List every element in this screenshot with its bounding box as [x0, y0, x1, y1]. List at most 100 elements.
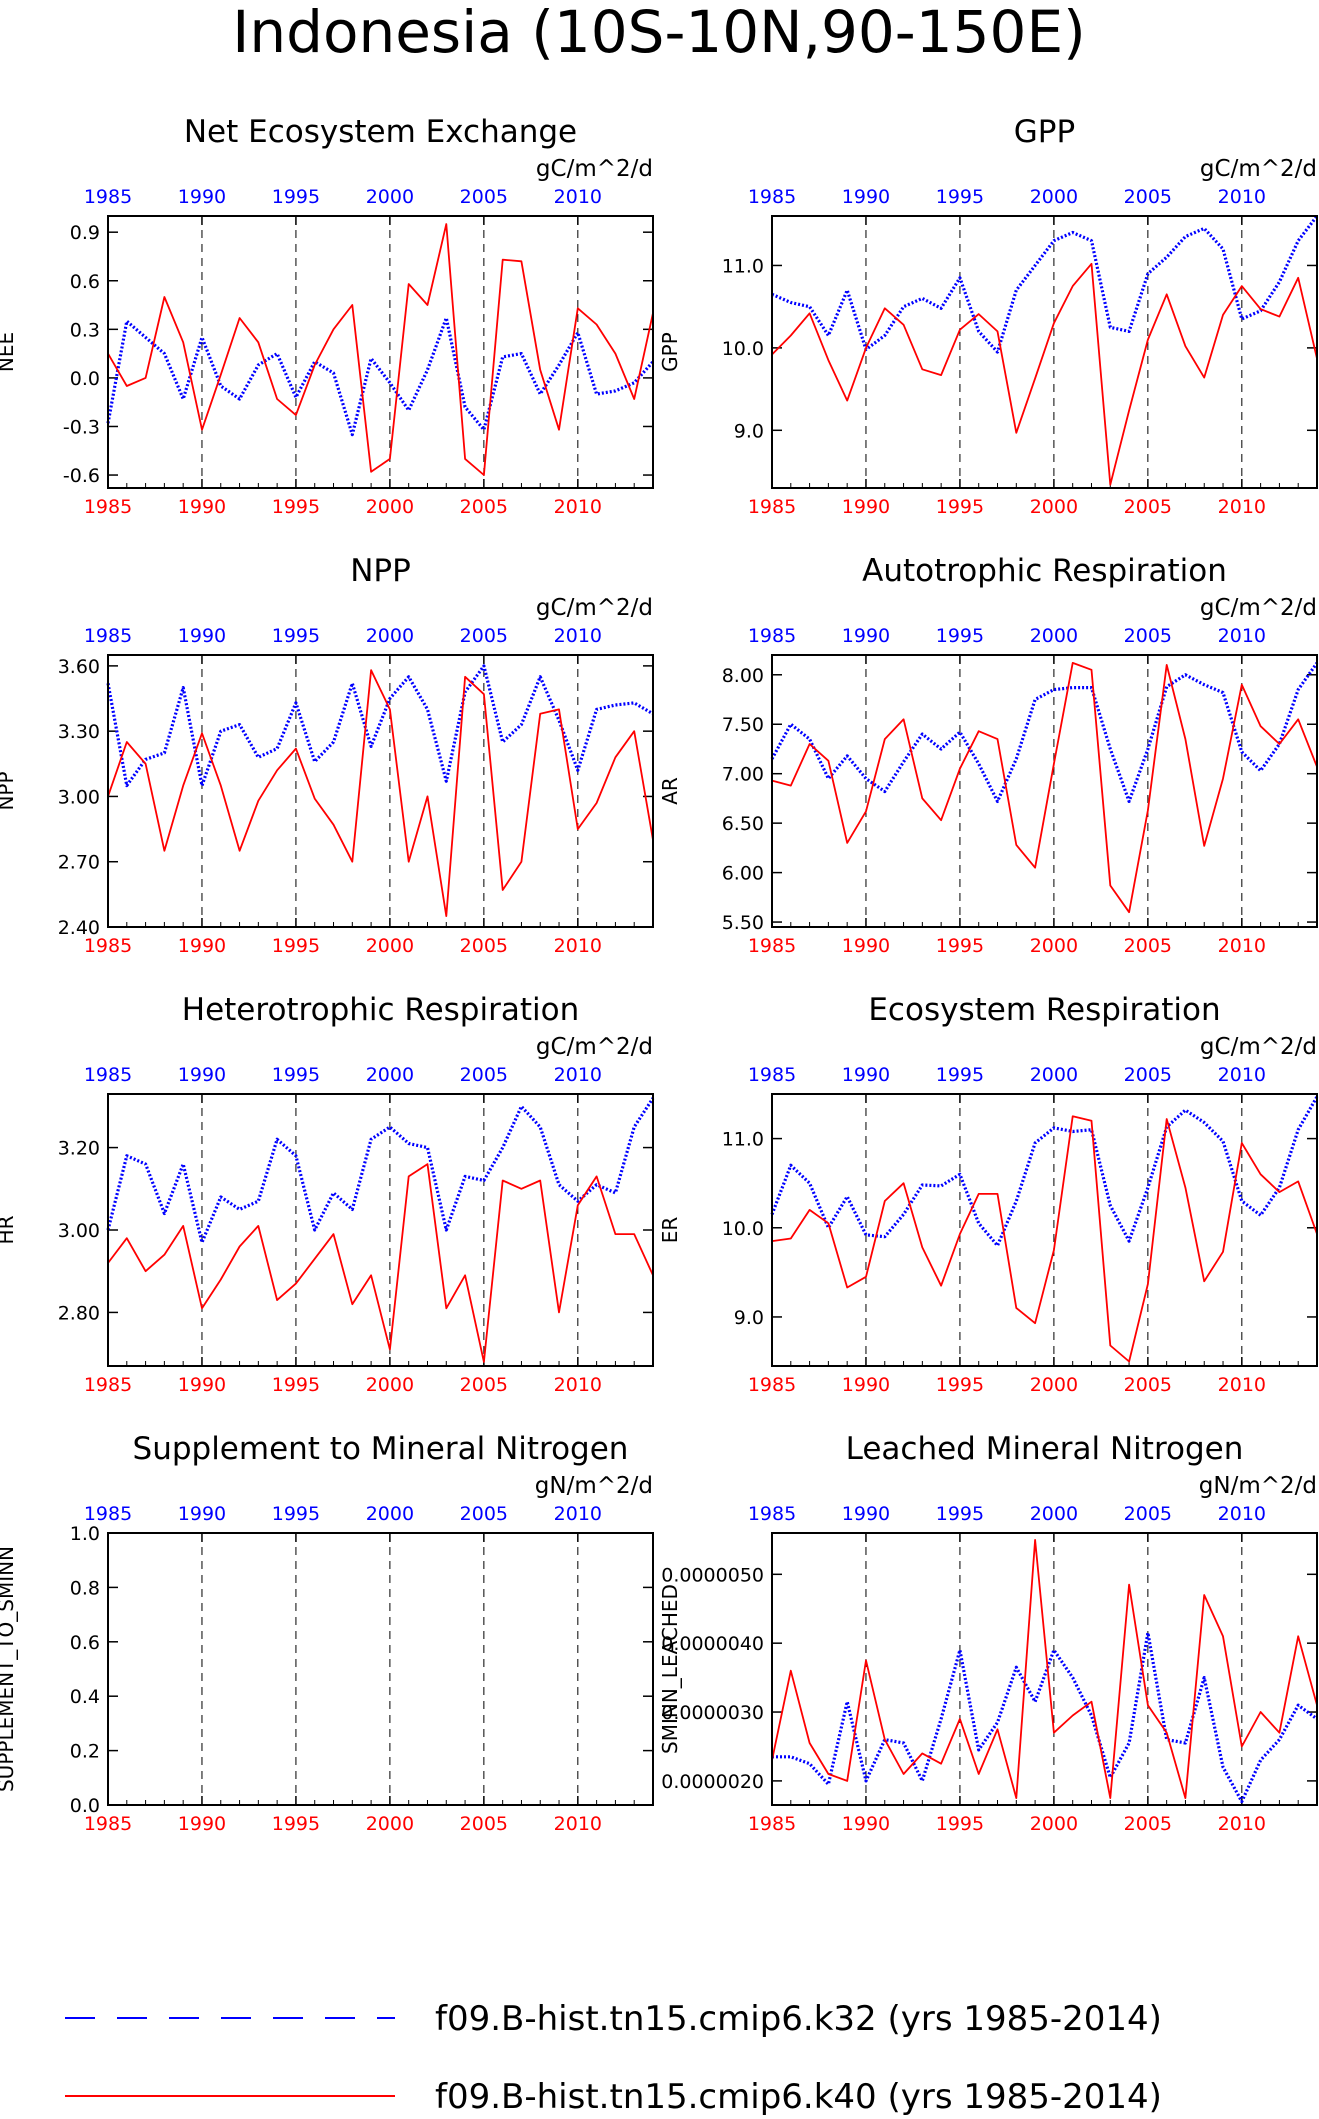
x-tick-label-top: 1985 [84, 625, 132, 647]
y-tick-label: 6.50 [722, 813, 764, 835]
x-tick-label-bottom: 1995 [272, 496, 320, 518]
panel-title: GPP [1014, 114, 1075, 150]
panel-1: Net Ecosystem Exchange gC/m^2/d NEE 1985 198… [0, 114, 655, 518]
y-tick-label: 0.0000050 [661, 1564, 764, 1586]
x-tick-label-top: 2010 [1218, 186, 1266, 208]
x-tick-label-bottom: 1990 [842, 1813, 890, 1835]
x-tick-label-top: 1985 [84, 1064, 132, 1086]
x-tick-label-bottom: 1985 [748, 1374, 796, 1396]
x-tick-label-bottom: 1995 [272, 935, 320, 957]
page-title: Indonesia (10S-10N,90-150E) [232, 0, 1085, 66]
panel-6: Ecosystem Respiration gC/m^2/d ER 1985 1985 1… [658, 992, 1319, 1396]
x-tick-label-bottom: 2010 [1218, 1374, 1266, 1396]
units-label: gC/m^2/d [1200, 156, 1317, 182]
y-tick-label: 7.50 [722, 714, 764, 736]
x-tick-label-bottom: 1990 [178, 1374, 226, 1396]
x-tick-label-top: 1985 [748, 186, 796, 208]
x-tick-label-bottom: 1995 [936, 496, 984, 518]
x-tick-label-top: 2005 [460, 1064, 508, 1086]
series-line-k40 [771, 262, 1318, 486]
x-tick-label-top: 1985 [84, 186, 132, 208]
y-axis-label: HR [0, 1215, 18, 1244]
x-tick-label-bottom: 2010 [1218, 496, 1266, 518]
units-label: gC/m^2/d [1200, 1034, 1317, 1060]
y-tick-label: 2.40 [58, 917, 100, 939]
panel-title: Ecosystem Respiration [868, 992, 1220, 1028]
y-axis-label: NEE [0, 332, 18, 372]
y-tick-label: 2.70 [58, 852, 100, 874]
series-line-k32 [770, 1095, 1319, 1248]
x-tick-label-top: 1990 [842, 186, 890, 208]
y-tick-label: 3.30 [58, 721, 100, 743]
y-axis-label: ER [658, 1217, 682, 1244]
x-tick-label-bottom: 2010 [554, 935, 602, 957]
x-tick-label-bottom: 2000 [1030, 935, 1078, 957]
x-tick-label-top: 1995 [936, 1503, 984, 1525]
y-axis-label: SUPPLEMENT_TO_SMINN [0, 1546, 18, 1792]
series-line-k40 [107, 669, 654, 917]
plot-frame [107, 1532, 654, 1806]
x-tick-label-bottom: 1985 [748, 496, 796, 518]
x-tick-label-bottom: 1990 [842, 1374, 890, 1396]
series-line-k32 [772, 1631, 1318, 1804]
x-tick-label-top: 1995 [272, 625, 320, 647]
panel-5: Heterotrophic Respiration gC/m^2/d HR 1985 1… [0, 992, 655, 1396]
y-axis-label: NPP [0, 771, 18, 810]
panel-3: NPP gC/m^2/d NPP 1985 1985 1990 1990 1995 1995 20… [0, 553, 654, 957]
x-tick-label-top: 1985 [748, 1064, 796, 1086]
x-tick-label-top: 1995 [936, 1064, 984, 1086]
series-line-k32 [106, 316, 655, 437]
series-line-k32 [770, 661, 1319, 804]
x-tick-label-top: 2000 [1030, 186, 1078, 208]
x-tick-label-bottom: 2005 [460, 1813, 508, 1835]
y-tick-label: 11.0 [722, 1129, 764, 1151]
x-tick-label-top: 1995 [272, 186, 320, 208]
plot-frame [107, 215, 654, 489]
plot-frame [771, 654, 1318, 928]
panel-title: Supplement to Mineral Nitrogen [133, 1431, 629, 1467]
plot-frame [771, 215, 1318, 489]
x-tick-label-top: 1995 [936, 186, 984, 208]
y-tick-label: 0.9 [70, 222, 100, 244]
x-tick-label-top: 2010 [554, 625, 602, 647]
y-tick-label: 0.0000040 [661, 1633, 764, 1655]
x-tick-label-top: 2005 [460, 1503, 508, 1525]
x-tick-label-bottom: 1995 [936, 1374, 984, 1396]
legend-label: f09.B-hist.tn15.cmip6.k32 (yrs 1985-2014… [435, 1999, 1162, 2039]
x-tick-label-top: 2000 [1030, 1064, 1078, 1086]
x-tick-label-bottom: 2005 [1124, 1813, 1172, 1835]
x-tick-label-top: 2010 [1218, 1503, 1266, 1525]
y-tick-label: 3.00 [58, 1220, 100, 1242]
y-tick-label: 0.6 [70, 1632, 100, 1654]
x-tick-label-top: 2005 [1124, 186, 1172, 208]
x-tick-label-bottom: 1990 [842, 935, 890, 957]
y-tick-label: 1.0 [70, 1523, 100, 1545]
x-tick-label-bottom: 1995 [936, 1813, 984, 1835]
x-tick-label-top: 2005 [1124, 625, 1172, 647]
x-tick-label-top: 2010 [1218, 1064, 1266, 1086]
x-tick-label-bottom: 2005 [1124, 496, 1172, 518]
series-line-k40 [107, 1163, 654, 1363]
x-tick-label-bottom: 2000 [1030, 1374, 1078, 1396]
x-tick-label-bottom: 1985 [84, 1813, 132, 1835]
panel-title: Net Ecosystem Exchange [184, 114, 577, 150]
y-tick-label: 9.0 [734, 420, 764, 442]
x-tick-label-bottom: 2010 [554, 1813, 602, 1835]
x-tick-label-top: 1990 [842, 1503, 890, 1525]
x-tick-label-top: 1990 [178, 1064, 226, 1086]
y-tick-label: 0.2 [70, 1741, 100, 1763]
y-axis-label: SMINN_LEACHED [658, 1584, 682, 1754]
panel-4: Autotrophic Respiration gC/m^2/d AR 1985 198… [658, 553, 1319, 957]
y-tick-label: 0.8 [70, 1577, 100, 1599]
x-tick-label-top: 2010 [554, 186, 602, 208]
y-tick-label: 10.0 [722, 338, 764, 360]
y-tick-label: 6.00 [722, 863, 764, 885]
x-tick-label-top: 1990 [842, 625, 890, 647]
x-tick-label-top: 2000 [366, 625, 414, 647]
x-tick-label-bottom: 1985 [84, 1374, 132, 1396]
x-tick-label-bottom: 2010 [1218, 1813, 1266, 1835]
x-tick-label-top: 2005 [1124, 1064, 1172, 1086]
x-tick-label-bottom: 2005 [460, 1374, 508, 1396]
x-tick-label-bottom: 2010 [554, 496, 602, 518]
